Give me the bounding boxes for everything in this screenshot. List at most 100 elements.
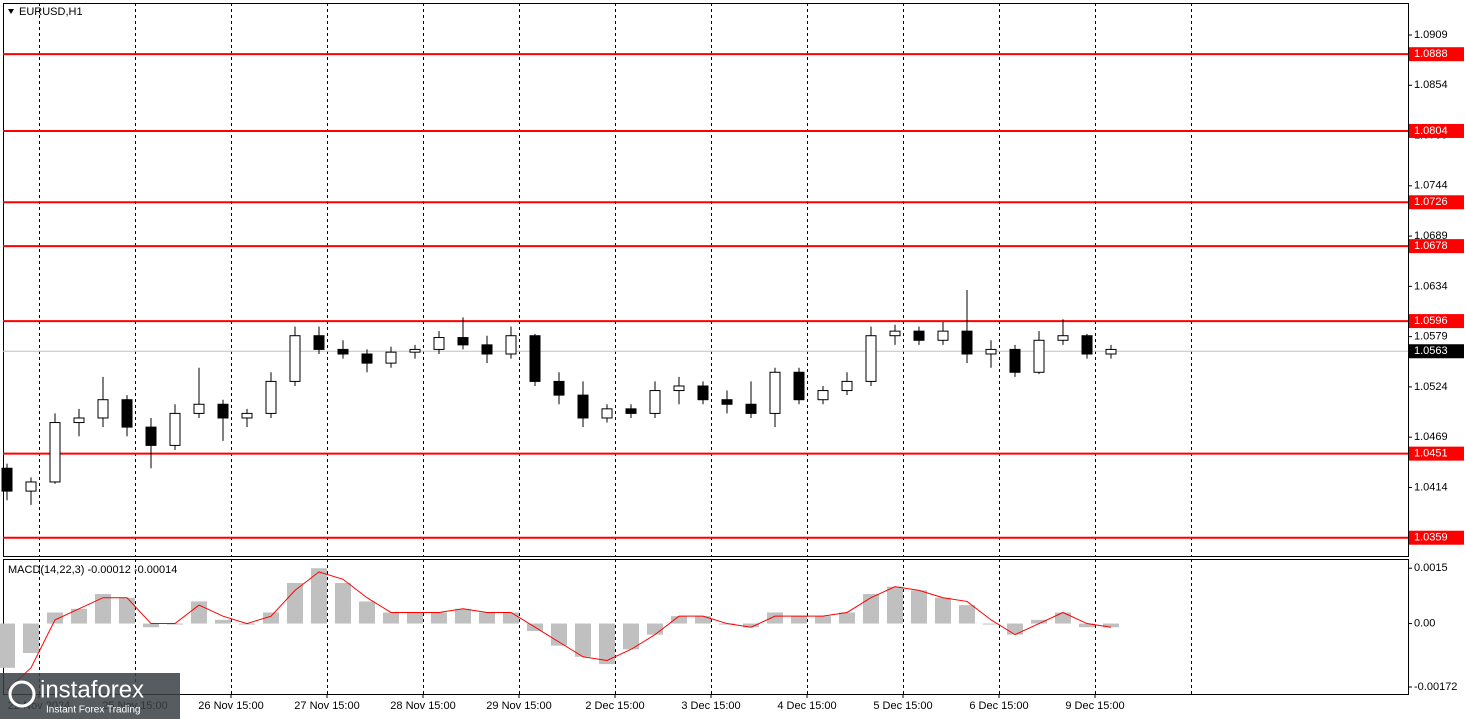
candle-body <box>817 390 829 401</box>
macd-bar <box>575 623 591 657</box>
candle-body <box>25 481 37 492</box>
macd-bar <box>671 616 687 624</box>
macd-bar <box>1031 619 1047 624</box>
watermark-bg <box>0 673 180 719</box>
x-tick-label: 4 Dec 15:00 <box>777 700 836 712</box>
watermark-brand: instaforex <box>40 676 144 703</box>
watermark: instaforex Instant Forex Trading <box>0 673 180 719</box>
candle-body <box>673 385 685 392</box>
macd-bar <box>1103 623 1119 628</box>
watermark-icon <box>8 680 36 708</box>
level-label: 1.0596 <box>1414 315 1448 327</box>
candle-body <box>1 467 13 492</box>
x-tick-label: 9 Dec 15:00 <box>1065 700 1124 712</box>
macd-bar <box>1055 612 1071 624</box>
macd-bar <box>959 605 975 624</box>
macd-bar <box>887 586 903 624</box>
macd-bar <box>71 608 87 624</box>
macd-bar <box>215 619 231 624</box>
level-label-box <box>1409 123 1464 138</box>
candle-body <box>409 348 421 353</box>
x-tick-label: 3 Dec 15:00 <box>681 700 740 712</box>
candle-body <box>649 390 661 414</box>
candle-body <box>937 330 949 341</box>
candle-body <box>745 403 757 414</box>
macd-bar <box>911 590 927 624</box>
candle-body <box>97 399 109 419</box>
macd-bar <box>599 623 615 665</box>
candle-body <box>361 353 373 364</box>
macd-bar <box>143 623 159 628</box>
level-label: 1.0888 <box>1414 48 1448 60</box>
candle-body <box>913 330 925 341</box>
macd-bar <box>23 623 39 654</box>
candle-body <box>289 335 301 382</box>
candle-body <box>1033 339 1045 373</box>
macd-bar <box>935 597 951 624</box>
y-tick-label: 1.0744 <box>1414 180 1448 192</box>
candle-body <box>193 403 205 414</box>
macd-bar <box>47 612 63 624</box>
level-label: 1.0359 <box>1414 532 1448 544</box>
macd-bar <box>695 616 711 624</box>
candle-body <box>889 330 901 337</box>
macd-bar <box>335 582 351 624</box>
candle-body <box>217 403 229 419</box>
level-label-box <box>1409 239 1464 254</box>
candle-body <box>433 337 445 350</box>
macd-bar <box>983 623 999 625</box>
macd-title: MACD(14,22,3) -0.00012 -0.00014 <box>8 564 177 576</box>
level-label-box <box>1409 195 1464 210</box>
candle-body <box>1057 335 1069 341</box>
macd-bar <box>95 594 111 624</box>
level-label-box <box>1409 47 1464 62</box>
candle-body <box>169 412 181 446</box>
level-label: 1.0678 <box>1414 240 1448 252</box>
macd-bar <box>263 612 279 624</box>
candle-body <box>145 426 157 446</box>
price-panel <box>3 3 1409 557</box>
candle-body <box>601 408 613 419</box>
macd-bar <box>119 597 135 624</box>
level-label: 1.0451 <box>1414 448 1448 460</box>
macd-bar <box>431 612 447 624</box>
y-tick-label: 1.0854 <box>1414 79 1448 91</box>
y-tick-label: 1.0524 <box>1414 381 1448 393</box>
candle-body <box>985 348 997 355</box>
macd-bar <box>287 582 303 624</box>
candle-body <box>529 335 541 382</box>
macd-bar <box>551 623 567 646</box>
macd-bar <box>311 568 327 624</box>
candle-body <box>697 385 709 401</box>
watermark-tagline: Instant Forex Trading <box>46 705 141 716</box>
y-tick-label: 0.00 <box>1414 617 1435 629</box>
macd-panel <box>3 559 1409 695</box>
candle-body <box>721 399 733 405</box>
x-tick-label: 6 Dec 15:00 <box>969 700 1028 712</box>
macd-bar <box>455 608 471 624</box>
macd-bar <box>647 623 663 635</box>
candle-body <box>49 422 61 483</box>
candle-body <box>313 335 325 350</box>
candle-body <box>1081 335 1093 355</box>
level-label: 1.0726 <box>1414 196 1448 208</box>
x-tick-label: 2 Dec 15:00 <box>585 700 644 712</box>
level-label: 1.0804 <box>1414 125 1448 137</box>
x-tick-label: 27 Nov 15:00 <box>294 700 359 712</box>
macd-bar <box>815 616 831 624</box>
macd-bar <box>791 616 807 624</box>
candle-body <box>385 351 397 364</box>
y-tick-label: -0.00172 <box>1414 681 1457 693</box>
x-tick-label: 5 Dec 15:00 <box>873 700 932 712</box>
y-tick-label: 1.0579 <box>1414 331 1448 343</box>
candle-body <box>793 371 805 401</box>
candle-body <box>577 394 589 419</box>
y-tick-label: 1.0634 <box>1414 280 1448 292</box>
macd-bar <box>863 594 879 624</box>
macd-bar <box>1079 623 1095 628</box>
x-tick-label: 28 Nov 15:00 <box>390 700 455 712</box>
current-price-label: 1.0563 <box>1414 345 1448 357</box>
x-tick-label: 26 Nov 15:00 <box>198 700 263 712</box>
